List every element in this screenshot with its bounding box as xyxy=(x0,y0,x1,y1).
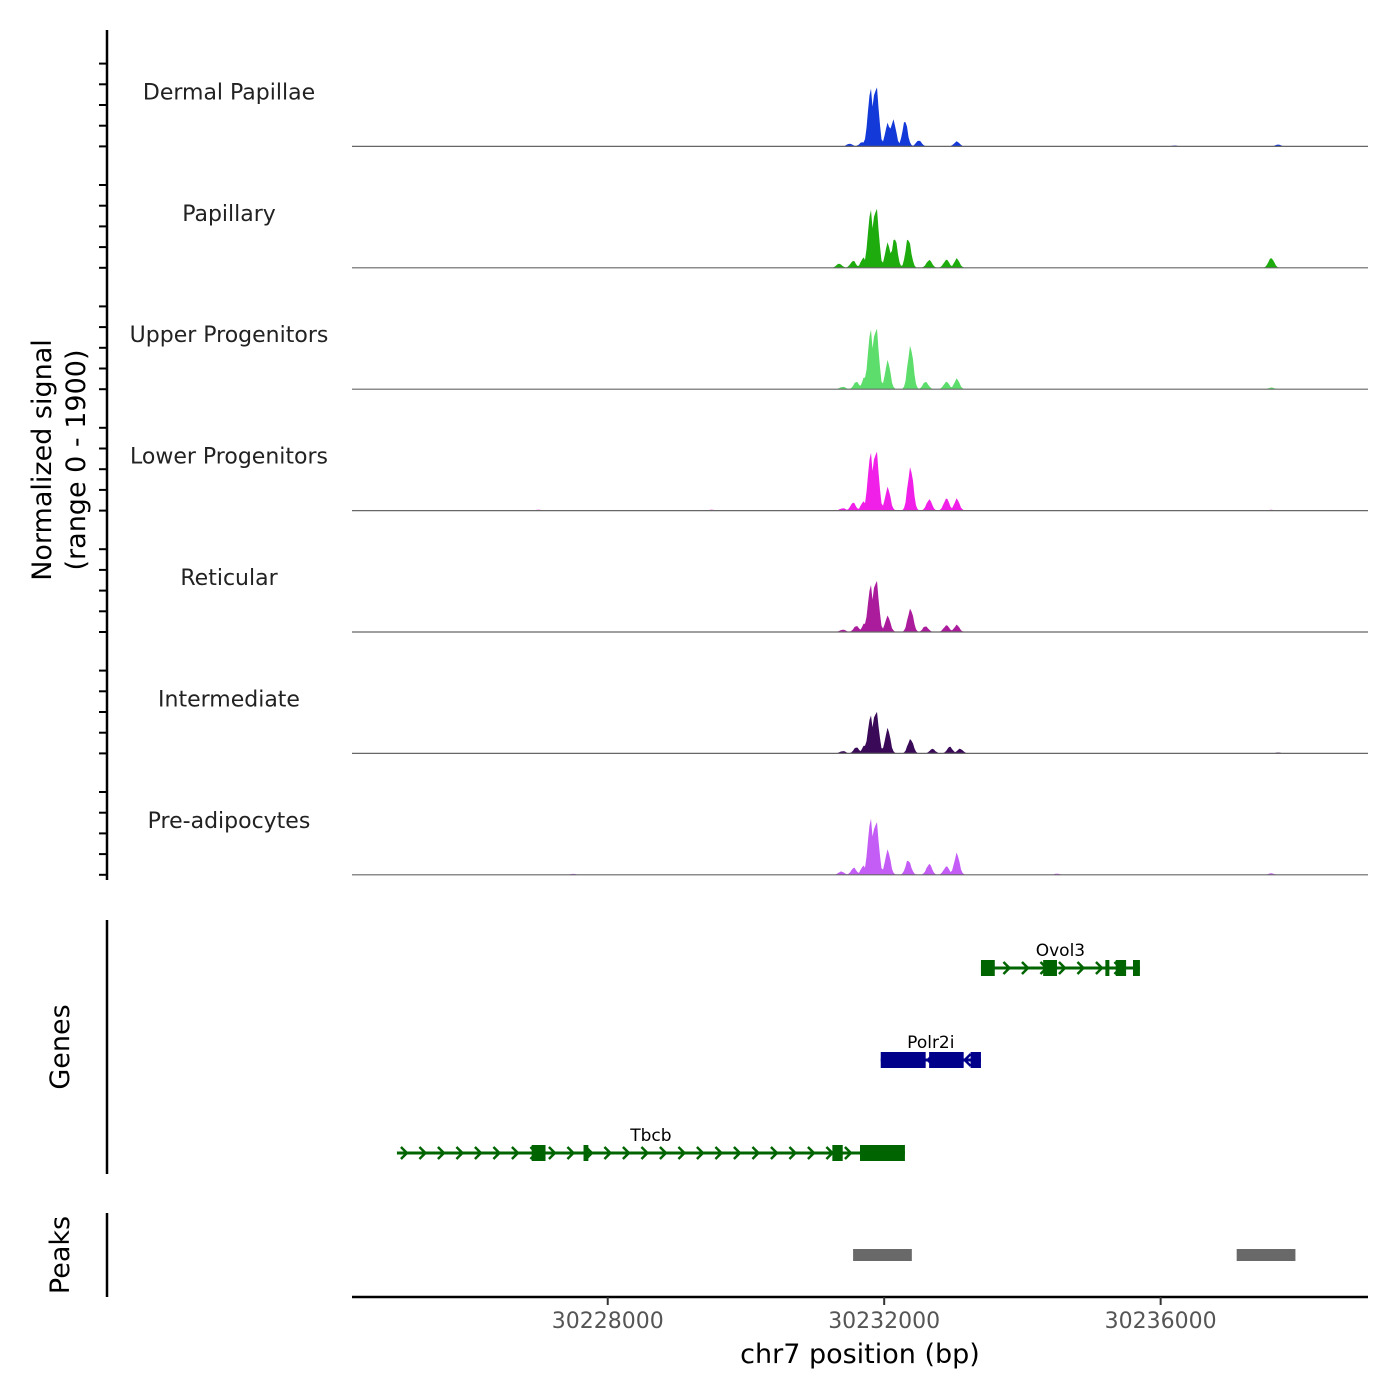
strand-arrow xyxy=(400,1146,409,1160)
exon-box xyxy=(880,1052,926,1068)
strand-arrow xyxy=(492,1146,502,1160)
exon-box xyxy=(1043,960,1057,976)
track-pre-adipocytes: Pre-adipocytes xyxy=(148,809,1368,876)
exon-box xyxy=(1105,960,1110,976)
exon-box xyxy=(860,1145,905,1161)
exon-box xyxy=(929,1052,964,1068)
strand-arrow xyxy=(807,1146,816,1160)
exon-box xyxy=(531,1145,546,1161)
strand-arrow xyxy=(1021,961,1030,975)
peaks-axis-title: Peaks xyxy=(45,1216,76,1294)
peak-region-bar xyxy=(1236,1249,1296,1261)
track-lower-progenitors: Lower Progenitors xyxy=(130,445,1368,512)
x-axis-title: chr7 position (bp) xyxy=(740,1339,980,1370)
strand-arrow xyxy=(437,1146,446,1160)
track-label: Pre-adipocytes xyxy=(148,809,311,834)
strand-arrow xyxy=(455,1146,465,1160)
x-tick-label: 30232000 xyxy=(828,1309,940,1334)
exon-box xyxy=(1115,960,1127,976)
track-label: Intermediate xyxy=(158,687,300,712)
exon-box xyxy=(980,960,995,976)
coverage-area xyxy=(352,818,1368,875)
coverage-area xyxy=(352,328,1368,390)
coverage-tracks: Dermal Papillae Papillary Upper Progenitor… xyxy=(130,80,1368,876)
strand-arrow xyxy=(962,1053,972,1067)
track-papillary: Papillary xyxy=(182,202,1368,269)
track-upper-progenitors: Upper Progenitors xyxy=(130,323,1368,390)
peak-region-track xyxy=(853,1249,1296,1261)
gene-annotation-track: Ovol3 Polr2i Tbcb xyxy=(396,941,1140,1161)
strand-arrow xyxy=(1058,961,1067,975)
gene-tbcb: Tbcb xyxy=(396,1126,905,1161)
strand-arrow xyxy=(751,1146,761,1160)
x-tick-label: 30228000 xyxy=(552,1309,664,1334)
strand-arrow xyxy=(1076,961,1086,975)
track-label: Papillary xyxy=(182,202,276,227)
strand-arrow xyxy=(548,1146,557,1160)
strand-arrow xyxy=(659,1146,668,1160)
strand-arrow xyxy=(603,1146,613,1160)
track-intermediate: Intermediate xyxy=(158,687,1368,755)
gene-polr2i: Polr2i xyxy=(880,1033,981,1068)
signal-axis-title-line2: (range 0 - 1900) xyxy=(61,350,92,571)
genes-axis-title: Genes xyxy=(45,1004,76,1089)
track-label: Dermal Papillae xyxy=(143,80,315,105)
strand-arrow xyxy=(770,1146,779,1160)
track-label: Upper Progenitors xyxy=(130,323,329,348)
track-label: Lower Progenitors xyxy=(130,445,328,470)
gene-label: Ovol3 xyxy=(1036,941,1085,961)
strand-arrow xyxy=(1002,961,1012,975)
strand-arrow xyxy=(1095,961,1104,975)
exon-box xyxy=(970,1052,981,1068)
strand-arrow xyxy=(418,1146,428,1160)
signal-axis xyxy=(99,30,109,880)
exon-box xyxy=(1133,960,1140,976)
strand-arrow xyxy=(640,1146,650,1160)
exon-box xyxy=(832,1145,843,1161)
track-dermal-papillae: Dermal Papillae xyxy=(143,80,1368,147)
strand-arrow xyxy=(696,1146,705,1160)
track-label: Reticular xyxy=(180,566,278,591)
strand-arrow xyxy=(511,1146,520,1160)
strand-arrow xyxy=(566,1146,576,1160)
strand-arrow xyxy=(714,1146,724,1160)
coverage-area xyxy=(352,711,1368,754)
peak-region-bar xyxy=(853,1249,912,1261)
gene-label: Tbcb xyxy=(629,1126,671,1146)
gene-label: Polr2i xyxy=(907,1033,954,1053)
x-tick-label: 30236000 xyxy=(1105,1309,1217,1334)
strand-arrow xyxy=(788,1146,798,1160)
strand-arrow xyxy=(733,1146,742,1160)
coverage-area xyxy=(352,580,1368,632)
coverage-area xyxy=(352,208,1368,268)
strand-arrow xyxy=(474,1146,483,1160)
coverage-area xyxy=(352,451,1368,511)
coverage-area xyxy=(352,87,1368,147)
strand-arrow xyxy=(844,1146,853,1160)
x-axis: 30228000 30232000 30236000 xyxy=(352,1295,1368,1334)
strand-arrow xyxy=(677,1146,687,1160)
track-reticular: Reticular xyxy=(180,566,1368,633)
strand-arrow xyxy=(622,1146,631,1160)
gene-ovol3: Ovol3 xyxy=(980,941,1140,976)
exon-box xyxy=(583,1145,589,1161)
signal-axis-title-line1: Normalized signal xyxy=(27,339,58,581)
